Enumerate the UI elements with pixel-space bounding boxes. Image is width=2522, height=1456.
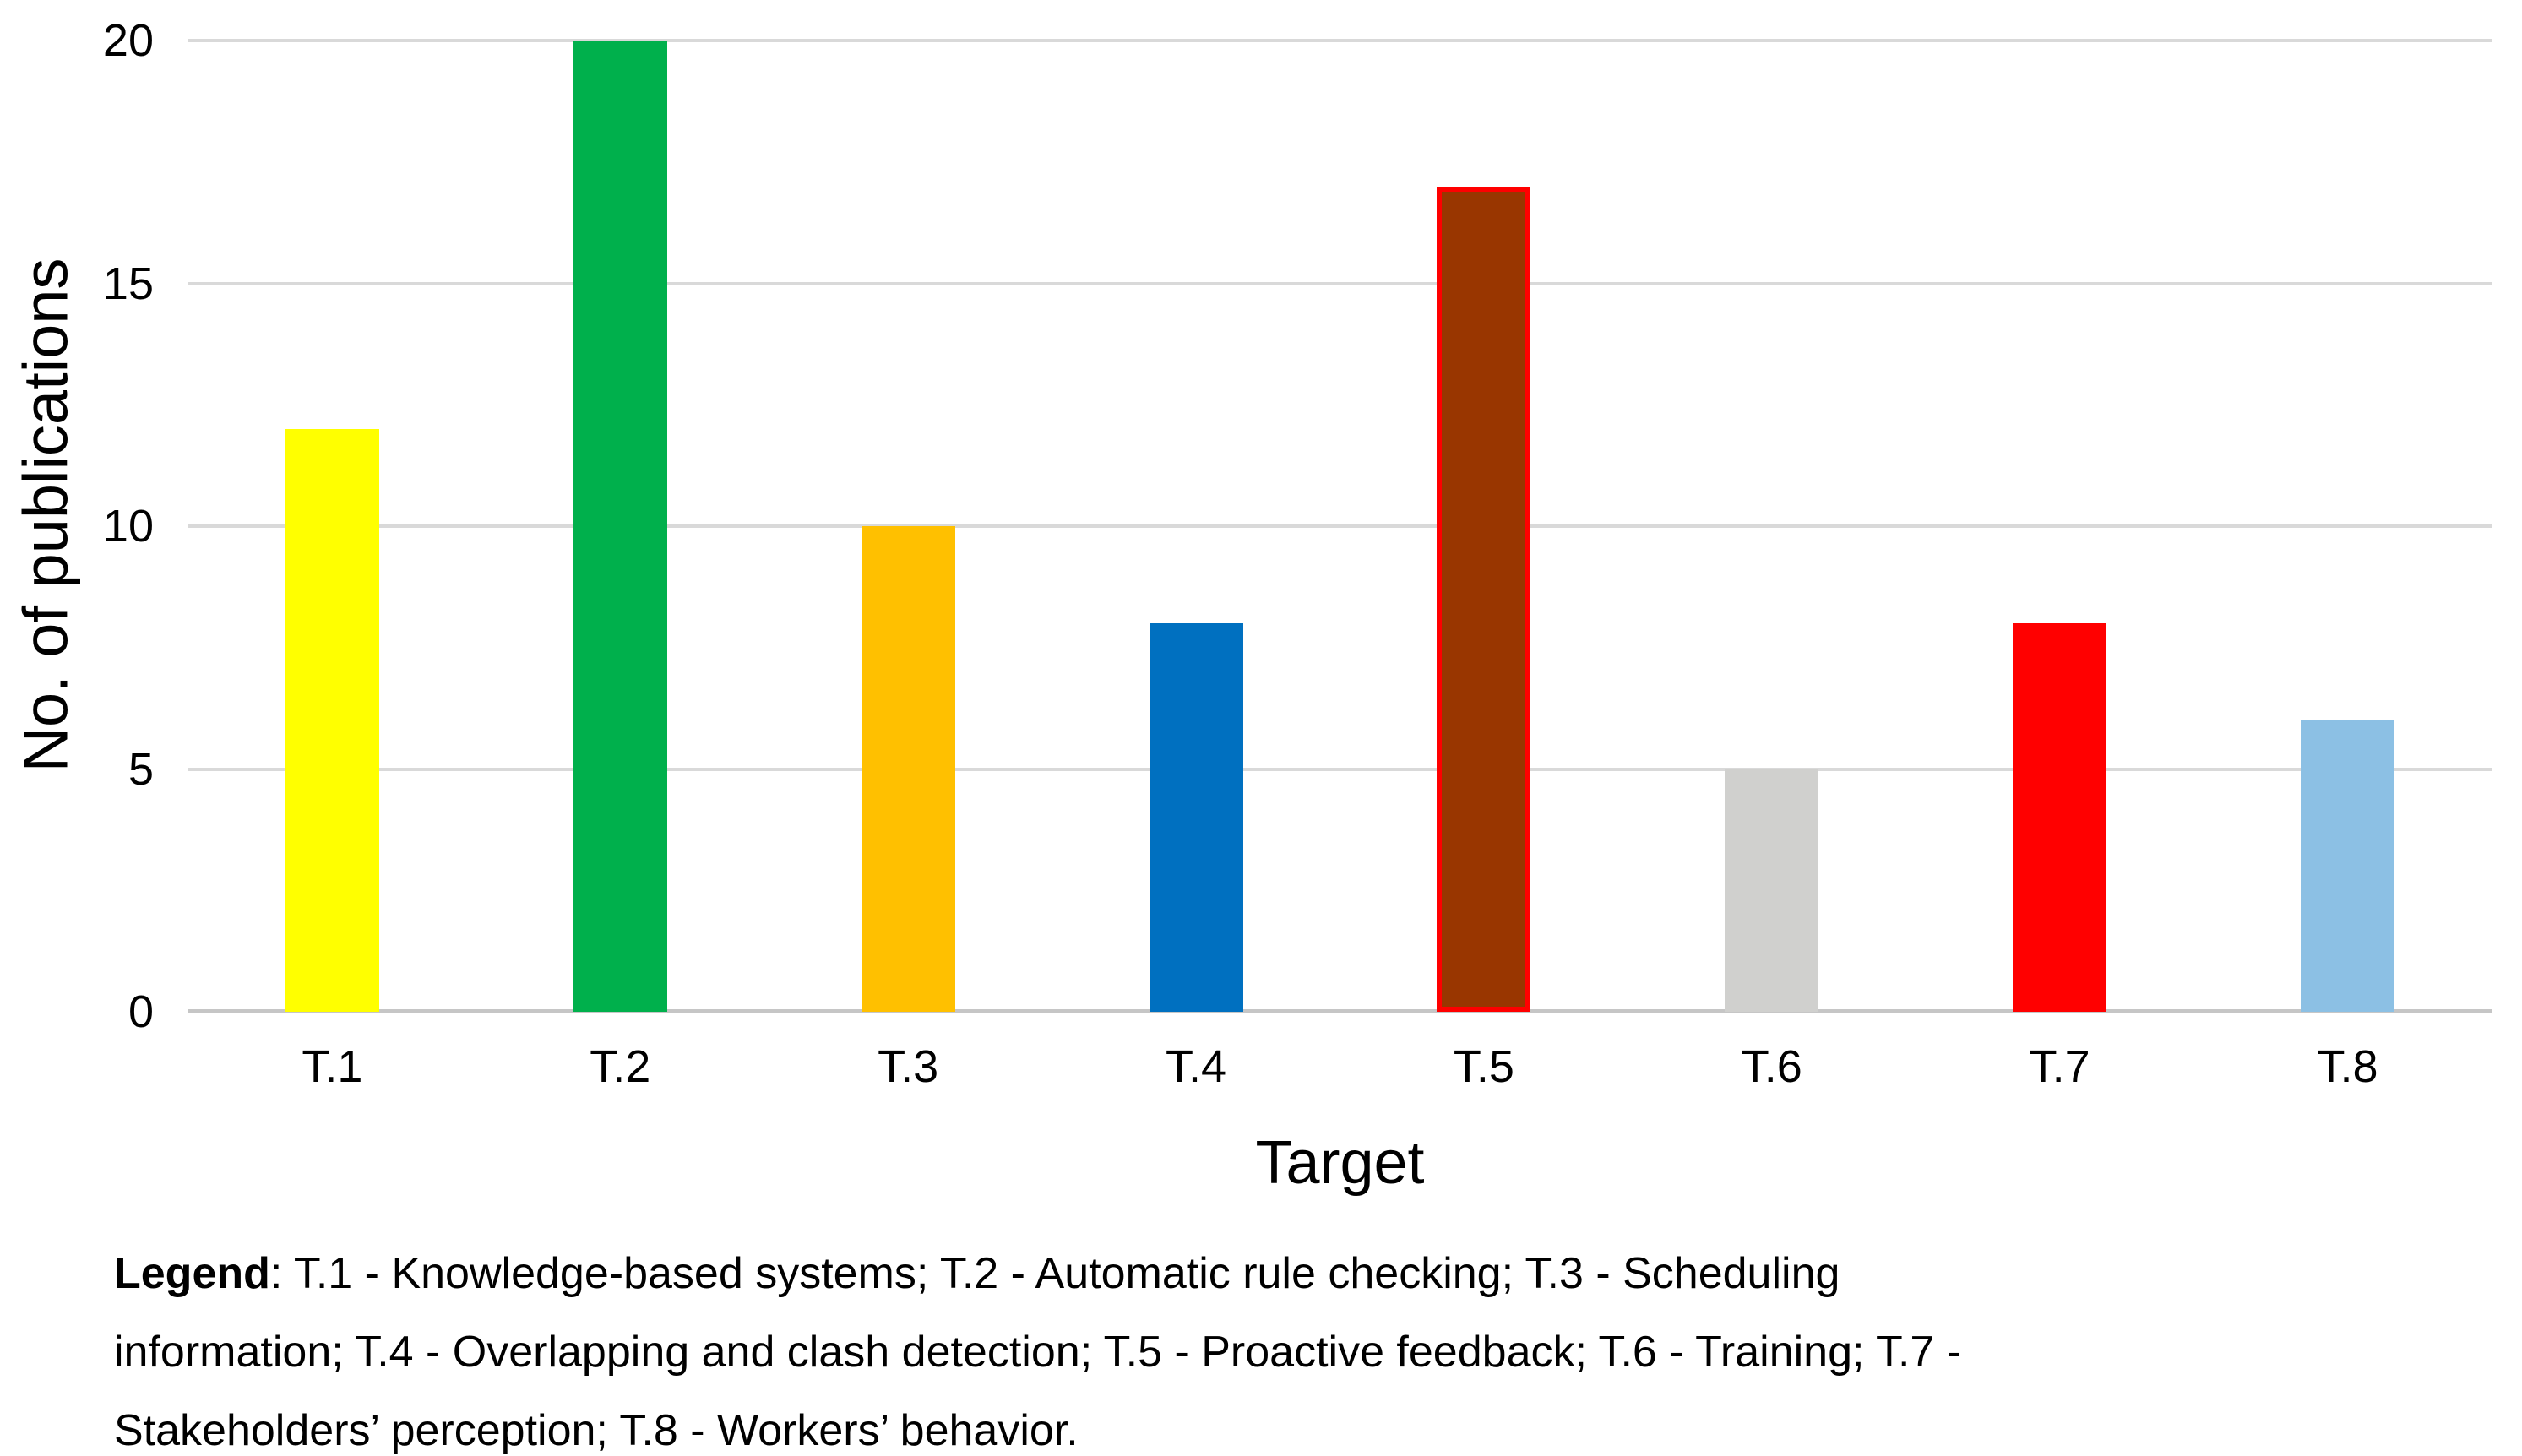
bar-T.1	[285, 429, 379, 1012]
x-tick-label-T.1: T.1	[302, 1041, 363, 1092]
x-axis-baseline	[188, 1009, 2492, 1013]
plot-area	[188, 39, 2492, 1013]
bar-cell-T.1	[188, 41, 476, 1012]
bars-layer	[188, 41, 2492, 1012]
x-tick-label-T.8: T.8	[2317, 1041, 2378, 1092]
y-tick-label-5: 5	[128, 743, 154, 795]
bar-cell-T.2	[476, 41, 764, 1012]
bar-cell-T.6	[1628, 41, 1916, 1012]
bar-T.7	[2013, 623, 2107, 1012]
bar-T.5	[1437, 186, 1531, 1012]
bar-cell-T.5	[1340, 41, 1628, 1012]
legend-line-3: Stakeholders’ perception; T.8 - Workers’…	[114, 1406, 1079, 1455]
x-tick-label-T.7: T.7	[2029, 1041, 2090, 1092]
x-tick-label-T.2: T.2	[590, 1041, 651, 1092]
x-tick-label-T.5: T.5	[1453, 1041, 1514, 1092]
grid-layer	[188, 39, 2492, 1013]
bar-cell-T.7	[1916, 41, 2204, 1012]
gridline-y-5	[188, 767, 2492, 771]
bar-T.8	[2301, 720, 2395, 1012]
legend-line-2: information; T.4 - Overlapping and clash…	[114, 1328, 1962, 1377]
gridline-y-15	[188, 281, 2492, 285]
gridline-y-20	[188, 39, 2492, 42]
x-tick-label-T.3: T.3	[878, 1041, 939, 1092]
x-axis-tick-labels: T.1 T.2 T.3 T.4 T.5 T.6 T.7 T.8	[188, 1040, 2492, 1093]
gridline-y-10	[188, 524, 2492, 528]
x-axis-title: Target	[1255, 1129, 1425, 1197]
y-tick-label-20: 20	[102, 15, 154, 66]
x-tick-label-T.6: T.6	[1741, 1041, 1802, 1092]
bar-cell-T.3	[764, 41, 1052, 1012]
y-tick-label-15: 15	[102, 258, 154, 309]
legend-text: Legend: T.1 - Knowledge-based systems; T…	[114, 1235, 2445, 1456]
bar-cell-T.8	[2204, 41, 2492, 1012]
bar-T.4	[1149, 623, 1243, 1012]
bar-T.3	[861, 526, 955, 1012]
bar-cell-T.4	[1052, 41, 1340, 1012]
x-tick-label-T.4: T.4	[1166, 1041, 1227, 1092]
y-tick-label-10: 10	[102, 501, 154, 551]
bar-T.2	[573, 41, 667, 1012]
bar-T.6	[1725, 769, 1819, 1012]
y-tick-label-0: 0	[128, 986, 154, 1037]
legend-line-1-text: : T.1 - Knowledge-based systems; T.2 - A…	[269, 1249, 1840, 1298]
legend-title: Legend	[114, 1249, 270, 1298]
legend-line-1: Legend: T.1 - Knowledge-based systems; T…	[114, 1235, 2445, 1313]
